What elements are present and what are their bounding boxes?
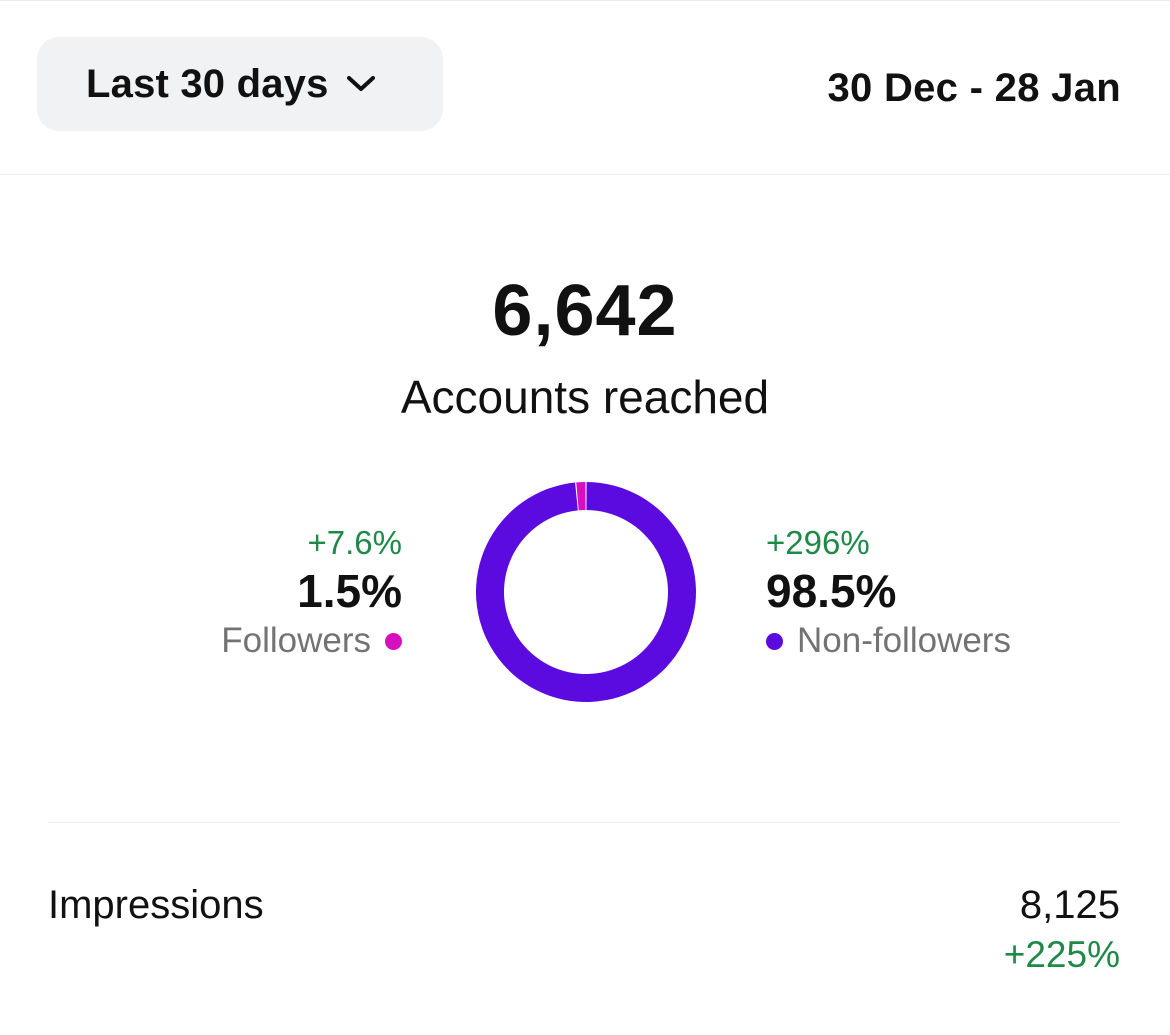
date-range-text: 30 Dec - 28 Jan xyxy=(827,66,1121,110)
followers-change: +7.6% xyxy=(307,524,403,561)
audience-donut-svg xyxy=(476,482,696,702)
section-divider xyxy=(48,822,1120,823)
non-followers-percent: 98.5% xyxy=(766,565,897,617)
donut-slice-non-followers xyxy=(476,482,696,702)
impressions-value: 8,125 xyxy=(1019,883,1120,927)
followers-stat: +7.6% 1.5% Followers xyxy=(221,522,402,664)
non-followers-change: +296% xyxy=(766,524,870,561)
header-divider xyxy=(0,174,1170,175)
followers-legend: Followers xyxy=(221,618,402,664)
date-range-selector-label: Last 30 days xyxy=(86,61,329,106)
audience-donut-chart xyxy=(476,482,696,702)
followers-legend-label: Followers xyxy=(221,621,371,660)
followers-percent: 1.5% xyxy=(297,565,402,617)
non-followers-legend: Non-followers xyxy=(766,618,1011,664)
accounts-reached-label: Accounts reached xyxy=(400,371,770,423)
non-followers-legend-label: Non-followers xyxy=(797,621,1011,660)
donut-slice-followers xyxy=(576,482,586,511)
impressions-label: Impressions xyxy=(48,883,264,927)
date-range-selector-button[interactable]: Last 30 days xyxy=(37,37,443,131)
non-followers-legend-dot xyxy=(766,632,783,650)
followers-legend-dot xyxy=(385,632,402,650)
impressions-change: +225% xyxy=(1003,934,1120,975)
non-followers-stat: +296% 98.5% Non-followers xyxy=(766,522,1011,664)
accounts-reached-value: 6,642 xyxy=(492,271,678,351)
top-rule xyxy=(0,0,1170,1)
chevron-down-icon xyxy=(346,76,375,91)
